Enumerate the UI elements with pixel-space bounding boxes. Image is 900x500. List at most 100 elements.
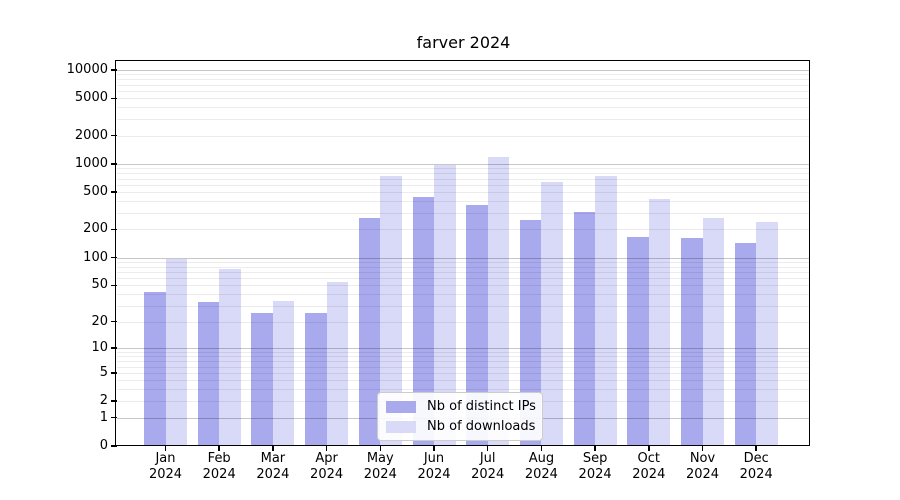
gridline-minor [117, 356, 810, 358]
x-tick-mark [540, 446, 543, 451]
bar-nb-of-downloads-jul [487, 156, 510, 446]
y-tick-label: 10 [91, 340, 108, 356]
x-tick-label-jan: Jan 2024 [148, 451, 183, 482]
gridline-minor [117, 271, 810, 273]
y-tick-label: 20 [91, 313, 108, 329]
gridline-minor [117, 119, 810, 121]
chart-title: farver 2024 [416, 33, 511, 52]
gridline-minor [117, 229, 810, 231]
gridline-minor [117, 294, 810, 296]
bar-nb-of-downloads-dec [756, 222, 778, 446]
y-tick-mark [111, 445, 117, 447]
x-tick-label-jul: Jul 2024 [471, 451, 505, 482]
y-tick-label: 100 [83, 249, 108, 265]
x-tick-mark [164, 446, 167, 451]
x-tick-label-feb: Feb 2024 [202, 451, 236, 482]
legend: Nb of distinct IPs Nb of downloads [377, 392, 543, 441]
y-tick-label: 5 [99, 364, 108, 380]
y-tick-mark [111, 191, 117, 193]
bar-nb-of-distinct-ips-jul [466, 205, 488, 446]
bar-nb-of-distinct-ips-nov [681, 237, 703, 446]
x-tick-mark [701, 446, 704, 451]
gridline-minor [117, 261, 810, 263]
legend-swatch-downloads [386, 420, 416, 433]
x-tick-mark [486, 446, 489, 451]
gridline-minor [117, 321, 810, 323]
y-tick-label: 1 [99, 409, 108, 425]
bar-nb-of-distinct-ips-apr [305, 312, 327, 446]
bar-nb-of-downloads-oct [648, 199, 671, 446]
x-tick-mark [379, 446, 382, 451]
gridline-minor [117, 74, 810, 76]
x-tick-label-aug: Aug 2024 [524, 451, 558, 482]
gridline-minor [117, 305, 810, 307]
y-tick-label: 1000 [74, 155, 108, 171]
y-tick-label: 0 [99, 438, 108, 453]
y-tick-label: 2 [99, 393, 108, 409]
gridline-minor [117, 352, 810, 353]
y-tick-mark [111, 228, 117, 231]
y-tick-mark [111, 320, 117, 323]
gridline-minor [117, 168, 810, 170]
gridline-minor [117, 84, 810, 86]
x-tick-label-may: May 2024 [363, 451, 397, 482]
gridline-minor [117, 380, 810, 382]
gridline-minor [117, 213, 810, 214]
bar-nb-of-downloads-aug [541, 182, 563, 446]
legend-row-distinct-ips: Nb of distinct IPs [386, 399, 536, 414]
gridline-minor [117, 266, 810, 268]
y-tick-mark [111, 97, 117, 100]
bar-nb-of-downloads-mar [272, 300, 295, 446]
gridline-minor [117, 361, 810, 363]
gridline-minor [117, 366, 810, 368]
y-tick-mark [111, 416, 117, 419]
y-tick-label: 200 [83, 221, 108, 237]
bar-nb-of-distinct-ips-jan [144, 292, 166, 446]
legend-label-distinct-ips: Nb of distinct IPs [427, 399, 536, 414]
y-tick-mark [111, 134, 117, 137]
gridline-major [117, 69, 810, 71]
y-tick-label: 2000 [74, 127, 108, 143]
x-tick-mark [648, 446, 650, 451]
y-tick-mark [111, 163, 117, 165]
y-tick-label: 500 [83, 184, 108, 200]
bar-nb-of-downloads-apr [326, 281, 349, 446]
bar-nb-of-distinct-ips-aug [519, 220, 542, 446]
y-tick-mark [111, 347, 117, 349]
x-tick-mark [218, 446, 220, 451]
legend-label-downloads: Nb of downloads [427, 419, 536, 434]
gridline-minor [117, 79, 810, 81]
y-tick-mark [111, 284, 117, 287]
legend-row-downloads: Nb of downloads [386, 419, 536, 434]
gridline-minor [117, 173, 810, 175]
bar-nb-of-downloads-jun [434, 164, 456, 446]
x-tick-label-mar: Mar 2024 [256, 451, 290, 482]
x-tick-label-nov: Nov 2024 [685, 451, 720, 482]
gridline-minor [117, 278, 810, 280]
gridline-minor [117, 389, 810, 391]
gridline-minor [117, 285, 810, 287]
gridline-minor [117, 90, 810, 92]
x-tick-mark [433, 446, 435, 451]
bar-nb-of-downloads-feb [219, 269, 241, 446]
gridline-major [117, 257, 810, 259]
y-tick-mark [111, 69, 117, 71]
bar-nb-of-distinct-ips-oct [627, 237, 649, 446]
gridline-major [117, 163, 810, 165]
gridline-major [117, 348, 810, 350]
bar-nb-of-distinct-ips-feb [197, 302, 220, 446]
bar-nb-of-downloads-may [380, 175, 402, 446]
x-tick-label-jun: Jun 2024 [417, 451, 451, 482]
x-tick-label-apr: Apr 2024 [310, 451, 344, 482]
x-tick-label-oct: Oct 2024 [632, 451, 666, 482]
gridline-minor [117, 372, 810, 374]
x-tick-mark [272, 446, 274, 451]
gridline-minor [117, 192, 810, 194]
legend-swatch-distinct-ips [386, 400, 416, 413]
gridline-minor [117, 201, 810, 203]
bar-nb-of-distinct-ips-may [358, 218, 381, 446]
y-tick-mark [111, 256, 117, 259]
x-tick-mark [325, 446, 328, 451]
y-tick-label: 10000 [66, 61, 108, 77]
gridline-minor [117, 107, 810, 109]
